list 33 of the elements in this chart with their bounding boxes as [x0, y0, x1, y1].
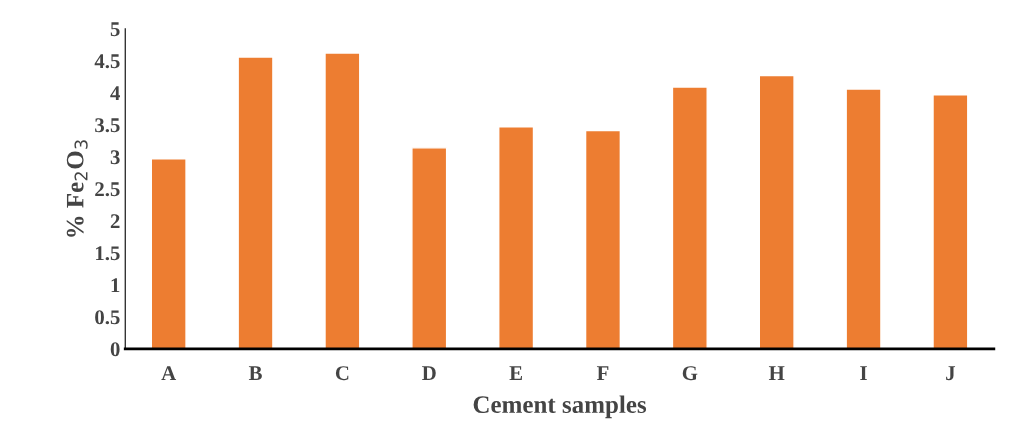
bar — [411, 147, 448, 349]
x-tick-label: E — [509, 366, 522, 380]
x-tick-label: B — [248, 366, 262, 380]
bar — [932, 94, 969, 349]
y-tick-label: 0 — [110, 342, 120, 357]
bar — [498, 126, 535, 349]
y-tick-label: 4 — [110, 86, 120, 101]
bar — [324, 52, 361, 349]
y-tick-label: 3.5 — [95, 118, 120, 133]
x-tick-label: I — [860, 366, 867, 380]
y-tick-label: 1 — [111, 278, 120, 293]
x-tick-label: D — [422, 366, 436, 380]
bar — [237, 56, 274, 349]
bar — [845, 88, 882, 349]
y-tick-label: 2.5 — [95, 182, 120, 197]
x-tick-label: G — [682, 366, 698, 381]
bar — [758, 74, 795, 349]
y-tick-label: 1.5 — [96, 246, 120, 261]
bar — [150, 158, 187, 349]
y-tick-label: 5 — [110, 22, 120, 37]
x-tick-label: A — [161, 366, 177, 380]
bar — [584, 129, 622, 349]
x-tick-label: H — [768, 366, 785, 380]
y-tick-label: 2 — [110, 214, 120, 229]
y-tick-label: 0.5 — [95, 310, 120, 325]
y-axis-title: % Fe$_{2}$O$_{3}$ — [66, 140, 88, 237]
bar — [671, 86, 708, 349]
x-tick-label: J — [946, 366, 956, 381]
y-tick-label: 4.5 — [94, 54, 120, 69]
y-tick-label: 3 — [110, 150, 120, 165]
x-tick-label: F — [596, 366, 609, 380]
x-axis-title: Cement samples — [473, 395, 647, 419]
x-tick-label: C — [335, 366, 349, 381]
